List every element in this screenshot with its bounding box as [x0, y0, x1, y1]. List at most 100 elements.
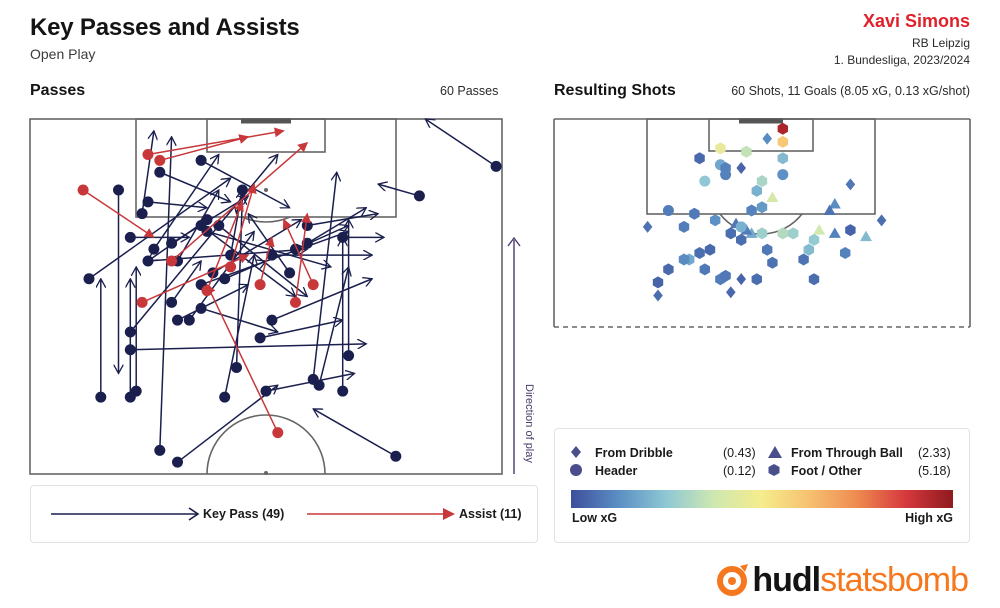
key-pass-origin-point: [183, 314, 195, 326]
shot-header-marker: [662, 205, 674, 217]
key-pass-origin-point: [231, 362, 242, 373]
shot-dribble-marker: [642, 220, 653, 233]
shot-foot-marker: [751, 184, 762, 197]
shot-legend-value: (2.33): [918, 446, 951, 460]
key-pass-origin-point: [213, 220, 225, 231]
shot-foot-marker: [756, 227, 768, 240]
key-pass-origin-point: [266, 314, 278, 326]
assist-arrow: [206, 200, 244, 291]
shot-through-ball-marker: [766, 191, 779, 202]
key-pass-legend-label: Key Pass (49): [203, 507, 285, 521]
key-pass-arrow: [313, 409, 397, 457]
key-pass-origin-point: [254, 332, 266, 344]
shot-foot-marker: [840, 247, 851, 259]
shot-legend: From Dribble (0.43) From Through Ball (2…: [554, 428, 970, 543]
direction-of-play-label: Direction of play: [523, 384, 535, 463]
shot-foot-marker: [678, 253, 690, 266]
shot-foot-marker: [798, 253, 809, 266]
shot-through-ball-marker: [828, 197, 841, 209]
shot-foot-marker: [767, 256, 778, 269]
key-pass-origin-point: [154, 166, 166, 178]
key-pass-arrow: [170, 261, 202, 303]
assist-arrow: [294, 212, 312, 303]
direction-arrow-icon: [507, 236, 521, 474]
assist-origin-point: [254, 279, 266, 291]
pass-legend: Key Pass (49) Assist (11): [30, 485, 538, 543]
key-pass-origin-point: [413, 190, 425, 202]
shot-marks: [642, 122, 887, 302]
shot-foot-marker: [762, 243, 773, 256]
player-name: Xavi Simons: [862, 11, 970, 31]
shot-dribble-marker: [876, 214, 887, 227]
shot-dribble-marker: [736, 162, 746, 175]
shot-legend-value: (5.18): [918, 464, 951, 478]
assist-origin-point: [225, 261, 237, 273]
shot-foot-marker: [720, 162, 731, 174]
key-pass-arrow: [235, 196, 243, 368]
passes-panel-title: Passes: [30, 82, 86, 99]
shot-dribble-marker: [845, 178, 856, 191]
assist-origin-point: [77, 184, 89, 196]
shot-legend-label: From Through Ball: [791, 446, 903, 460]
key-pass-origin-point: [284, 267, 296, 279]
assist-arrow: [282, 218, 314, 285]
key-pass-origin-point: [337, 385, 349, 397]
shot-foot-marker: [736, 233, 747, 246]
shot-foot-marker: [777, 135, 788, 148]
key-pass-arrow: [177, 285, 249, 321]
assist-origin-point: [201, 285, 213, 297]
assist-origin-point: [142, 149, 154, 160]
brand-logo: hudl statsbomb: [714, 561, 969, 599]
shot-foot-marker: [746, 204, 757, 217]
shot-foot-marker: [694, 152, 705, 165]
assist-origin-point: [166, 255, 178, 267]
key-pass-arrow: [218, 224, 307, 297]
key-pass-arrow: [425, 119, 497, 167]
shot-foot-marker: [777, 122, 788, 135]
key-pass-origin-point: [172, 314, 183, 326]
assist-arrow: [171, 142, 309, 262]
shot-foot-marker: [777, 152, 788, 165]
shot-header-marker: [699, 175, 711, 187]
key-pass-arrow: [141, 131, 154, 214]
shot-dribble-marker: [726, 286, 736, 299]
key-pass-origin-point: [113, 184, 124, 196]
assist-origin-point: [272, 427, 284, 439]
key-pass-legend-arrow-icon: [51, 507, 200, 521]
shot-dribble-marker: [653, 289, 663, 302]
key-pass-origin-point: [148, 243, 160, 255]
key-pass-origin-point: [307, 373, 319, 385]
shot-dribble-marker: [762, 132, 772, 145]
xg-color-scale: [571, 490, 953, 508]
key-pass-origin-point: [260, 385, 272, 397]
shot-through-ball-marker: [745, 227, 758, 238]
shot-foot-marker: [663, 263, 674, 276]
team-name: RB Leipzig: [911, 36, 970, 50]
pass-arrows: [77, 119, 502, 468]
shot-dribble-marker: [736, 273, 746, 286]
shot-foot-marker: [777, 227, 788, 240]
key-pass-origin-point: [95, 391, 107, 403]
assist-origin-point: [154, 154, 166, 166]
hexagon-icon: [768, 464, 780, 476]
page-subtitle: Open Play: [30, 46, 96, 62]
key-pass-origin-point: [166, 296, 178, 308]
assist-arrow: [206, 283, 279, 433]
key-pass-origin-point: [219, 273, 231, 285]
competition-name: 1. Bundesliga, 2023/2024: [833, 53, 970, 67]
shot-header-marker: [777, 169, 789, 181]
key-pass-arrow: [307, 214, 378, 227]
xg-scale-low-label: Low xG: [572, 511, 618, 525]
assist-origin-point: [290, 296, 301, 308]
key-pass-arrow: [130, 344, 366, 351]
key-pass-arrow: [224, 261, 266, 280]
shot-foot-marker: [689, 207, 700, 220]
shots-summary: 60 Shots, 11 Goals (8.05 xG, 0.13 xG/sho…: [731, 84, 970, 98]
assist-legend-arrow-icon: [307, 508, 455, 520]
shot-legend-label: Header: [595, 464, 638, 478]
shot-foot-marker: [751, 273, 762, 286]
shot-legend-label: Foot / Other: [791, 464, 862, 478]
shot-foot-marker: [808, 273, 820, 286]
key-pass-arrow: [223, 255, 255, 398]
key-pass-origin-point: [390, 450, 402, 462]
